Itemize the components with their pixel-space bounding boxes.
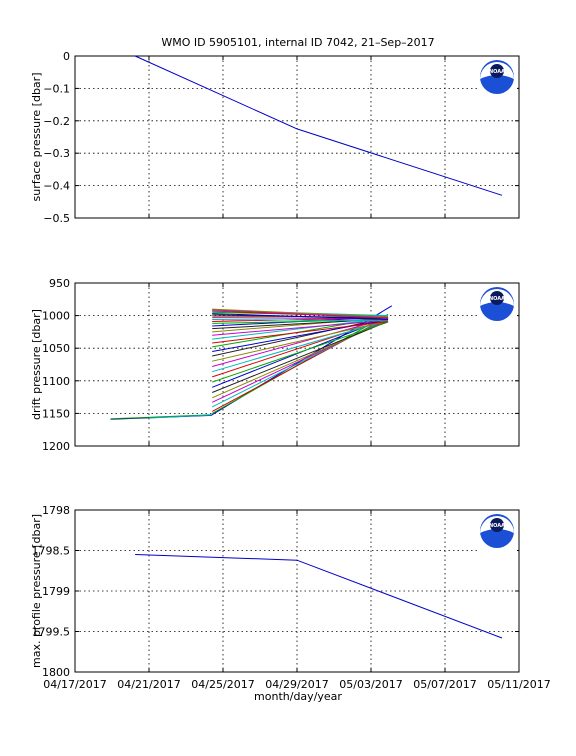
noaa-logo-text: NOAA xyxy=(489,69,505,75)
y-tick-label: −0.3 xyxy=(43,147,70,160)
x-tick-label: 04/29/2017 xyxy=(265,678,328,691)
series-line xyxy=(212,313,389,320)
noaa-logo-bird xyxy=(490,291,504,305)
y-axis-label: drift pressure [dbar] xyxy=(30,309,43,420)
series-line xyxy=(135,554,503,639)
noaa-logo-bird xyxy=(490,64,504,78)
series-line xyxy=(212,321,389,344)
series-line xyxy=(212,309,389,319)
chart-panel-2: 950 1000 1050 1100 1150 1200 drift pressure [d… xyxy=(30,277,520,453)
series-line xyxy=(212,317,389,340)
series-line xyxy=(212,319,389,322)
noaa-logo-bird xyxy=(490,518,504,532)
x-axis-label: month/day/year xyxy=(254,690,342,703)
y-tick-label: −0.4 xyxy=(43,180,70,193)
y-tick-label: 0 xyxy=(63,50,70,63)
noaa-logo-text: NOAA xyxy=(489,296,505,302)
noaa-logo-text: NOAA xyxy=(489,523,505,529)
x-tick-label: 05/03/2017 xyxy=(339,678,402,691)
series-line xyxy=(212,321,389,383)
noaa-logo: NOAA xyxy=(477,284,517,324)
y-tick-label: 1799 xyxy=(42,585,70,598)
y-tick-label: −0.5 xyxy=(43,212,70,225)
series-line xyxy=(212,319,389,336)
series-line xyxy=(212,308,389,318)
y-tick-label: 1798 xyxy=(42,504,70,517)
series-line xyxy=(212,321,389,393)
series-line xyxy=(212,320,389,362)
figure-title: WMO ID 5905101, internal ID 7042, 21–Sep… xyxy=(161,36,434,49)
series-line xyxy=(134,55,503,196)
y-tick-label: 1100 xyxy=(42,375,70,388)
y-axis-label: surface pressure [dbar] xyxy=(30,73,43,202)
series-line xyxy=(212,319,389,373)
x-tick-label: 04/25/2017 xyxy=(191,678,254,691)
y-tick-label: 1000 xyxy=(42,310,70,323)
y-tick-label: −0.2 xyxy=(43,115,70,128)
x-tick-label: 05/11/2017 xyxy=(487,678,550,691)
x-tick-label: 04/17/2017 xyxy=(43,678,106,691)
y-axis-label: max. profile pressure [dbar] xyxy=(30,514,43,668)
series-line xyxy=(212,317,389,357)
y-tick-label: 1150 xyxy=(42,407,70,420)
noaa-logo: NOAA xyxy=(477,57,517,97)
x-tick-label: 04/21/2017 xyxy=(117,678,180,691)
y-tick-label: −0.1 xyxy=(43,82,70,95)
noaa-logo: NOAA xyxy=(477,511,517,551)
series-line xyxy=(212,317,389,367)
y-tick-label: 1050 xyxy=(42,342,70,355)
series-line xyxy=(148,414,213,419)
y-tick-label: 1200 xyxy=(42,440,70,453)
y-tick-label: 950 xyxy=(49,277,70,290)
x-tick-label: 05/07/2017 xyxy=(413,678,476,691)
y-tick-label: 1800 xyxy=(42,666,70,679)
y-tick-label: 1799.5 xyxy=(32,626,71,639)
y-tick-label: 1798.5 xyxy=(32,545,71,558)
